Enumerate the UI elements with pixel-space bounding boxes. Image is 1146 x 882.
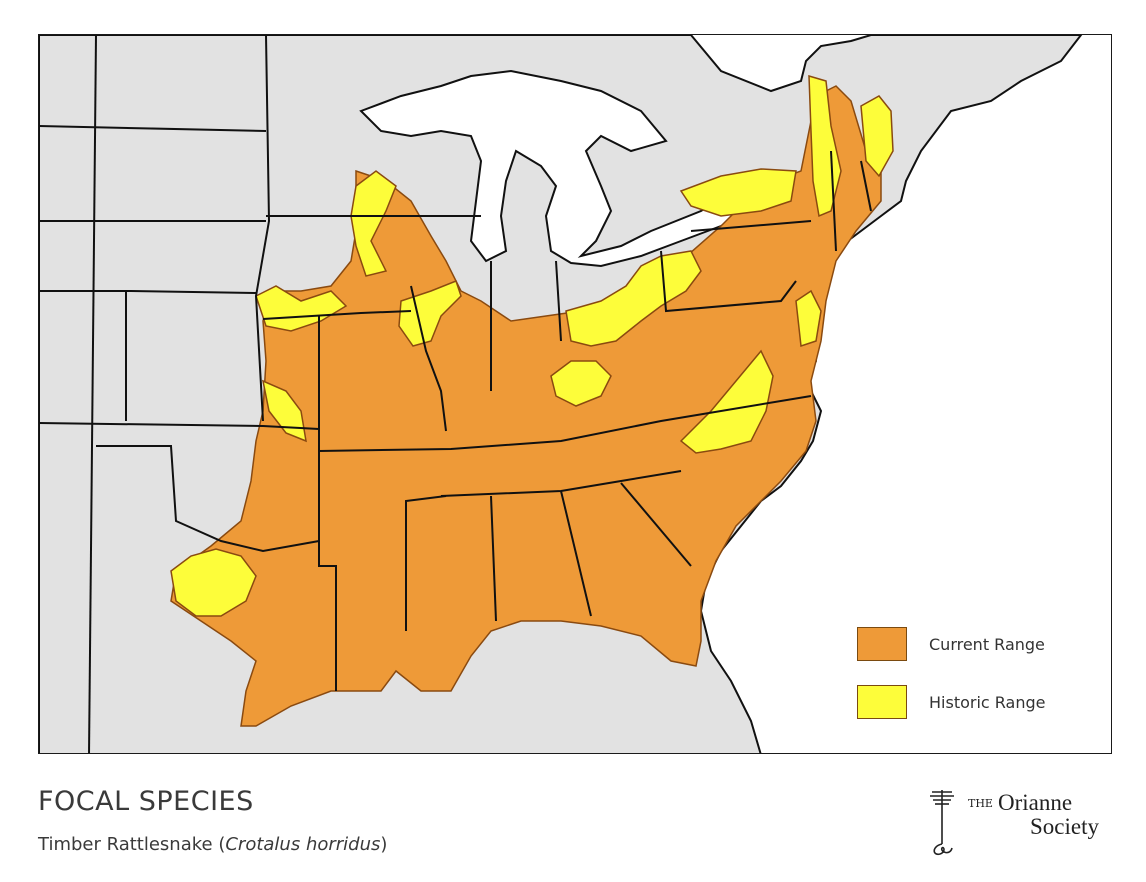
historic-range-virginia: [679, 349, 774, 454]
legend-swatch-current: [857, 627, 907, 661]
legend-label-historic: Historic Range: [929, 692, 1046, 712]
historic-range-iowa: [255, 285, 348, 332]
historic-range-wisconsin: [350, 170, 397, 277]
legend-item-historic: Historic Range: [857, 685, 1046, 719]
state-borders: [39, 35, 872, 753]
historic-range-ohio: [565, 250, 702, 347]
species-common-name: Timber Rattlesnake (: [38, 834, 226, 855]
page-title: FOCAL SPECIES: [38, 786, 254, 817]
legend-label-current: Current Range: [929, 634, 1045, 654]
logo-text-society: Society: [1030, 814, 1099, 839]
species-suffix: ): [380, 834, 388, 855]
species-name: Timber Rattlesnake (Crotalus horridus): [38, 834, 387, 855]
map-svg: [39, 35, 1083, 753]
historic-range-kansas: [261, 379, 307, 443]
logo-text-the: THE: [968, 797, 993, 810]
historic-range-new-york: [679, 168, 797, 217]
legend-item-current: Current Range: [857, 627, 1045, 661]
logo-text-orianne: Orianne: [998, 790, 1073, 815]
historic-range-texas: [170, 548, 257, 617]
historic-range-maine-coast: [860, 95, 894, 178]
orianne-society-logo: THE Orianne Society: [928, 782, 1118, 862]
historic-range-kentucky: [550, 360, 612, 407]
historic-range-delmarva: [795, 289, 822, 348]
range-map: Current Range Historic Range: [38, 34, 1112, 754]
species-scientific-name: Crotalus horridus: [225, 834, 381, 855]
tree-icon: [930, 790, 954, 856]
legend-swatch-historic: [857, 685, 907, 719]
